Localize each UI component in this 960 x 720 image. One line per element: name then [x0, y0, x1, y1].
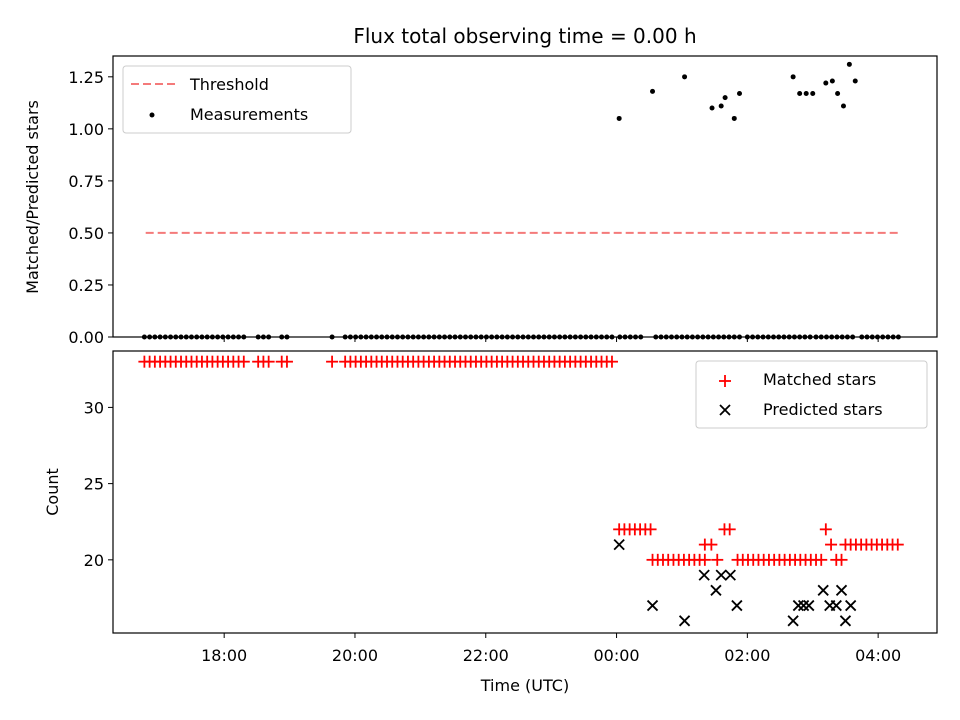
top-y-tick-label: 1.25	[68, 68, 104, 87]
matched-star-point	[237, 355, 250, 368]
matched-star-point	[723, 523, 736, 536]
chart-title: Flux total observing time = 0.00 h	[353, 24, 696, 48]
measurement-point	[803, 90, 809, 96]
predicted-star-point	[803, 599, 815, 612]
matched-star-point	[280, 355, 293, 368]
matched-star-point	[835, 553, 848, 566]
top-legend: Threshold Measurements	[122, 65, 352, 134]
bottom-y-axis-label: Count	[43, 468, 62, 516]
predicted-star-point	[710, 584, 722, 596]
bottom-y-tick-label: 25	[84, 475, 104, 494]
predicted-star-point	[835, 584, 848, 596]
measurement-point	[682, 74, 688, 80]
x-axis-label: Time (UTC)	[480, 676, 569, 695]
top-y-ticks: 0.00 0.25 0.50 0.75 1.00 1.25	[68, 68, 113, 347]
top-y-axis-label: Matched/Predicted stars	[23, 100, 42, 294]
predicted-star-point	[817, 584, 829, 596]
bottom-plot-area	[138, 355, 904, 627]
measurement-point	[835, 90, 841, 96]
measurement-point	[823, 80, 829, 86]
predicted-star-point	[839, 615, 852, 627]
top-y-tick-label: 1.00	[68, 120, 104, 139]
measurement-point	[709, 105, 715, 111]
bottom-x-ticks: 18:00 20:00 22:00 00:00 02:00 04:00	[201, 633, 901, 665]
measurement-point	[790, 74, 796, 80]
bottom-x-tick-label: 20:00	[332, 646, 378, 665]
legend-threshold-label: Threshold	[189, 75, 269, 94]
bottom-x-tick-label: 18:00	[201, 646, 247, 665]
bottom-x-tick-label: 22:00	[463, 646, 509, 665]
legend-matched-label: Matched stars	[763, 370, 876, 389]
top-panel: 0.00 0.25 0.50 0.75 1.00 1.25 Matched/Predict…	[23, 55, 938, 347]
measurement-point	[829, 78, 835, 84]
predicted-star-point	[698, 569, 710, 581]
measurement-point	[718, 103, 724, 109]
matched-star-point	[711, 553, 724, 566]
bottom-legend-box	[695, 360, 928, 429]
matched-star-point	[819, 523, 832, 536]
legend-matched-swatch	[719, 375, 731, 387]
predicted-star-point	[792, 599, 804, 612]
measurement-point	[852, 78, 858, 84]
top-y-tick-label: 0.00	[68, 328, 104, 347]
legend-predicted-label: Predicted stars	[763, 400, 883, 419]
bottom-axes-frame	[112, 350, 938, 634]
bottom-legend: Matched stars Predicted stars	[695, 360, 928, 429]
measurement-point	[650, 88, 656, 94]
matched-star-point	[705, 538, 718, 551]
matched-star-point	[262, 355, 275, 368]
matched-star-point	[605, 355, 618, 368]
legend-measurements-swatch	[149, 112, 155, 118]
predicted-star-point	[715, 569, 727, 581]
predicted-star-point	[724, 569, 736, 581]
legend-predicted-swatch	[719, 404, 731, 416]
measurement-point	[810, 90, 816, 96]
predicted-star-point	[830, 599, 842, 612]
matched-star-point	[825, 538, 838, 551]
predicted-star-point	[845, 599, 857, 612]
predicted-star-point	[731, 599, 743, 612]
predicted-star-point	[613, 538, 625, 551]
bottom-x-tick-label: 04:00	[855, 646, 901, 665]
predicted-star-point	[797, 599, 810, 612]
measurement-point	[846, 61, 852, 67]
top-y-tick-label: 0.50	[68, 224, 104, 243]
top-x-ticks	[223, 337, 879, 342]
top-y-tick-label: 0.75	[68, 172, 104, 191]
matched-star-point	[891, 538, 904, 551]
matched-star-point	[326, 355, 339, 368]
measurement-point	[737, 90, 743, 96]
bottom-y-tick-label: 20	[84, 551, 104, 570]
bottom-panel: 20 25 30 18:00 20:00 22:00 00:00 02:00 04:00 Co…	[43, 350, 938, 695]
predicted-star-point	[678, 615, 691, 627]
measurement-point	[731, 115, 737, 121]
measurement-point	[722, 95, 728, 101]
top-y-tick-label: 0.25	[68, 276, 104, 295]
predicted-star-point	[787, 615, 799, 627]
top-axes-frame	[112, 55, 938, 338]
bottom-y-tick-label: 30	[84, 398, 104, 417]
measurement-point	[797, 90, 803, 96]
measurement-point	[616, 115, 622, 121]
top-legend-box	[122, 65, 352, 134]
legend-measurements-label: Measurements	[190, 105, 308, 124]
bottom-x-tick-label: 02:00	[724, 646, 770, 665]
matched-star-point	[644, 523, 657, 536]
predicted-star-point	[646, 599, 659, 612]
matched-star-point	[698, 553, 711, 566]
bottom-y-ticks: 20 25 30	[84, 398, 113, 570]
bottom-x-tick-label: 00:00	[594, 646, 640, 665]
measurement-point	[840, 103, 846, 109]
matched-star-point	[815, 553, 828, 566]
